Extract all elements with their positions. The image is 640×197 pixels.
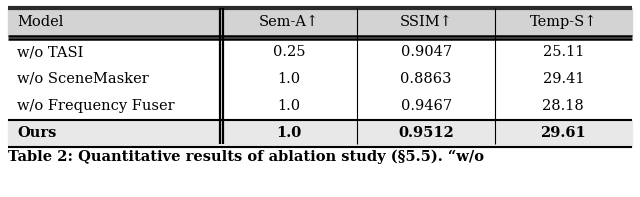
Text: Table 2: Quantitative results of ablation study (§5.5). “w/o: Table 2: Quantitative results of ablatio… bbox=[8, 150, 484, 164]
Text: 0.8863: 0.8863 bbox=[401, 72, 452, 86]
Text: 29.61: 29.61 bbox=[541, 126, 586, 140]
Text: 0.25: 0.25 bbox=[273, 45, 305, 59]
Bar bbox=[8, 120, 632, 147]
Text: w/o SceneMasker: w/o SceneMasker bbox=[17, 72, 148, 86]
Text: 0.9512: 0.9512 bbox=[398, 126, 454, 140]
Text: 1.0: 1.0 bbox=[277, 99, 300, 113]
Text: 1.0: 1.0 bbox=[277, 72, 300, 86]
Text: Temp-S↑: Temp-S↑ bbox=[530, 15, 597, 29]
Text: 1.0: 1.0 bbox=[276, 126, 301, 140]
Text: Ours: Ours bbox=[17, 126, 56, 140]
Text: 0.9467: 0.9467 bbox=[401, 99, 452, 113]
Text: Sem-A↑: Sem-A↑ bbox=[259, 15, 319, 29]
Text: 0.9047: 0.9047 bbox=[401, 45, 452, 59]
Text: w/o TASI: w/o TASI bbox=[17, 45, 83, 59]
Text: SSIM↑: SSIM↑ bbox=[399, 15, 452, 29]
Bar bbox=[8, 8, 632, 36]
Text: 28.18: 28.18 bbox=[543, 99, 584, 113]
Text: Model: Model bbox=[17, 15, 63, 29]
Text: 29.41: 29.41 bbox=[543, 72, 584, 86]
Text: w/o Frequency Fuser: w/o Frequency Fuser bbox=[17, 99, 175, 113]
Text: 25.11: 25.11 bbox=[543, 45, 584, 59]
